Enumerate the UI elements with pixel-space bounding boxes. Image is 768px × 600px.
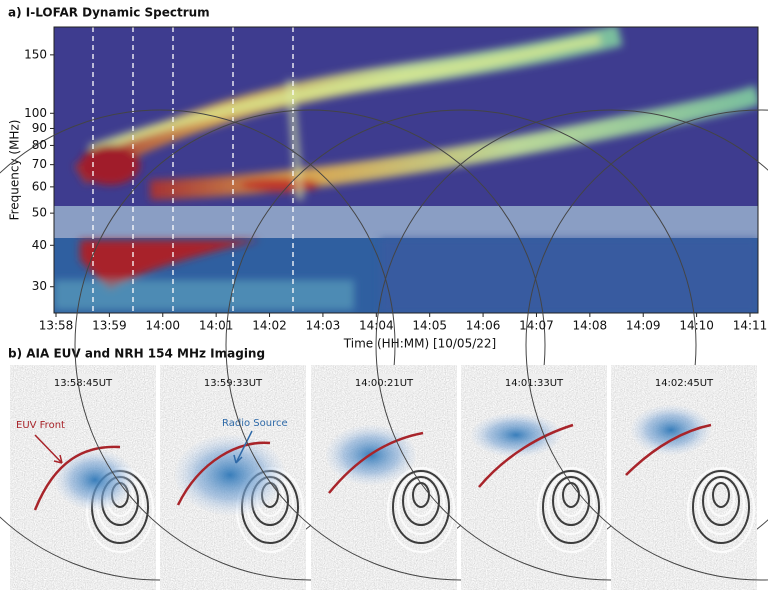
image-row: 13:58:45UT EUV Front 13:59:33UT Radio Sourc… [0,109,768,590]
panel-title: a) I-LOFAR Dynamic Spectrum [8,6,210,20]
frame-time: 14:02:45UT [655,378,714,389]
euv-front [33,445,121,511]
y-tick-label: 80 [32,138,47,152]
euv-front [176,441,271,506]
loop [387,467,455,553]
solar-limb [525,109,768,581]
loops [687,467,755,553]
x-tick-label: 14:06 [466,319,501,333]
y-tick-label: 30 [32,279,47,293]
loop [712,482,730,508]
euv-frame: 14:02:45UT [525,109,768,590]
x-axis-label: Time (HH:MM) [10/05/22] [343,337,496,351]
time-box [48,374,118,390]
time-box [649,374,719,390]
x-tick-label: 13:59 [92,319,127,333]
euv-image [611,365,757,590]
x-tick-label: 14:00 [145,319,180,333]
frame-time: 14:00:21UT [355,378,414,389]
x-tick-label: 14:08 [573,319,608,333]
euv-frame: 14:00:21UT [225,109,697,590]
plot-frame [53,26,759,314]
euv-front [625,423,712,476]
y-tick-label: 70 [32,157,47,171]
frame-time: 13:58:45UT [54,378,113,389]
loop [697,473,745,535]
radio-source [631,405,711,455]
annotation-arrow [34,434,63,464]
x-tick-label: 13:58 [39,319,74,333]
frame-markers [92,27,294,313]
x-tick-label: 14:04 [359,319,394,333]
radio-source [471,413,561,457]
y-tick-label: 60 [32,179,47,193]
y-axis-label: Frequency (MHz) [8,120,22,221]
x-tick-label: 14:05 [412,319,447,333]
loop [557,479,585,517]
loop [692,470,750,544]
euv-front [328,431,424,494]
y-tick-label: 100 [24,106,47,120]
loop [397,473,445,535]
dynamic-spectrum [54,27,758,313]
y-tick-label: 150 [24,47,47,61]
euv-image [461,365,607,590]
euv-frame: 13:58:45UT EUV Front [0,109,396,590]
radio-source [175,435,285,515]
euv-frame: 14:01:33UT [375,109,768,590]
time-box [198,374,268,390]
x-tick-label: 14:01 [199,319,234,333]
loop [552,476,590,526]
time-box [499,374,569,390]
loop [542,470,600,544]
x-tick-label: 14:11 [733,319,768,333]
loop [402,476,440,526]
x-tick-label: 14:02 [252,319,287,333]
loop [687,467,755,553]
y-tick-label: 90 [32,121,47,135]
time-box [349,374,419,390]
frame-time: 14:01:33UT [505,378,564,389]
annotation: Radio Source [222,418,288,429]
y-tick-label: 40 [32,238,47,252]
y-tick-label: 50 [32,206,47,220]
loop [547,473,595,535]
panel-title: b) AIA EUV and NRH 154 MHz Imaging [8,347,265,361]
x-tick-label: 14:10 [679,319,714,333]
loop [392,470,450,544]
x-tick-label: 14:09 [626,319,661,333]
solar-limb [74,109,546,581]
euv-front [478,423,574,488]
x-tick-label: 14:07 [519,319,554,333]
loop [407,479,435,517]
x-tick-label: 14:03 [306,319,341,333]
annotation-arrow [233,430,253,464]
loop [537,467,605,553]
loops [387,467,455,553]
frame-time: 13:59:33UT [204,378,263,389]
loop [702,476,740,526]
loop [707,479,735,517]
radio-source [55,450,135,510]
annotation: EUV Front [16,420,65,431]
